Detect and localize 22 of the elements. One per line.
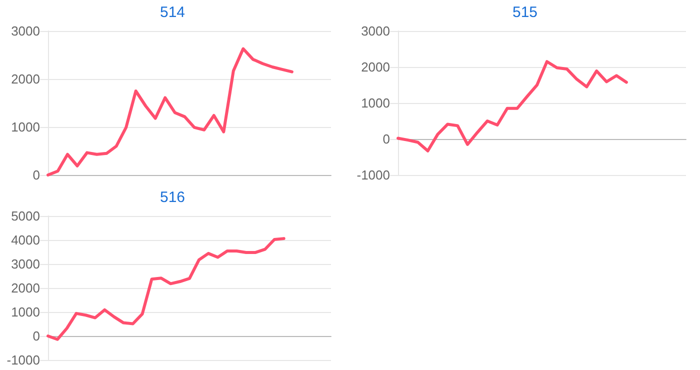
y-tick-label: 0 (32, 328, 40, 344)
y-tick-label: 4000 (11, 232, 40, 248)
y-tick-label: 2000 (11, 72, 40, 86)
y-tick-label: -1000 (6, 352, 40, 368)
y-tick-label: 2000 (361, 60, 390, 74)
y-tick-label: -1000 (356, 168, 390, 182)
y-tick-label: 0 (382, 132, 390, 146)
y-tick-label: 1000 (361, 96, 390, 110)
chart-title: 515 (512, 4, 538, 21)
chart-title: 514 (160, 4, 186, 21)
line-series (396, 60, 628, 152)
y-tick-label: 0 (32, 168, 40, 182)
y-tick-label: 1000 (11, 120, 40, 134)
y-tick-label: 3000 (11, 24, 40, 38)
line-series (46, 47, 294, 176)
y-tick-label: 1000 (11, 304, 40, 320)
y-tick-label: 2000 (11, 280, 40, 296)
y-tick-label: 3000 (11, 256, 40, 272)
line-series (46, 237, 286, 341)
y-tick-label: 3000 (361, 24, 390, 38)
y-tick-label: 5000 (11, 208, 40, 224)
chart-title: 516 (160, 189, 186, 206)
